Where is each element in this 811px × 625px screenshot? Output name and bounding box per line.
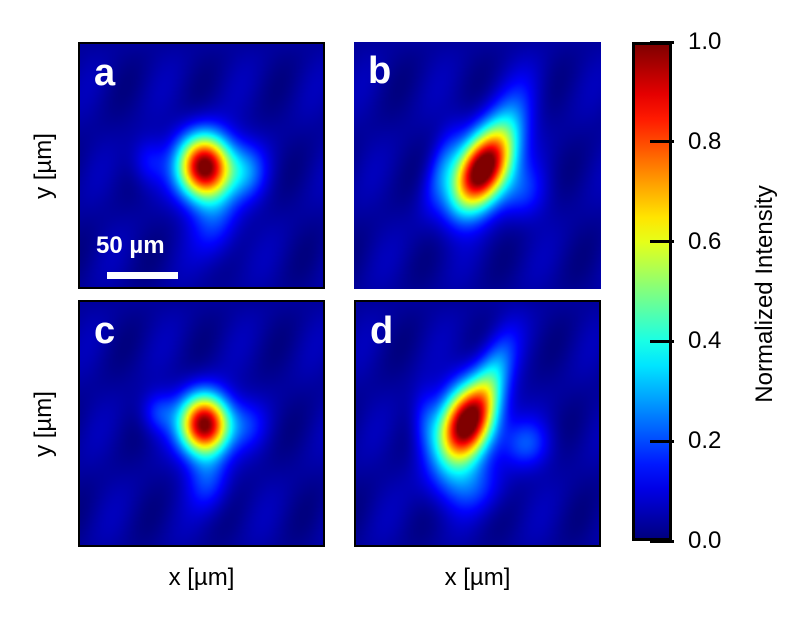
panel-label-c: c bbox=[94, 310, 116, 352]
scale-bar bbox=[107, 272, 178, 279]
heatmap-a bbox=[80, 44, 323, 287]
colorbar-tick-label: 0.0 bbox=[688, 527, 722, 554]
colorbar-tick-label: 0.8 bbox=[688, 127, 722, 155]
colorbar-tick bbox=[650, 339, 674, 343]
heatmap-b bbox=[354, 42, 601, 289]
panel-label-b: b bbox=[368, 50, 392, 92]
panel-d: d bbox=[354, 300, 601, 547]
colorbar-tick bbox=[650, 140, 674, 144]
panel-b: b bbox=[354, 42, 601, 289]
colorbar-tick-label: 0.6 bbox=[688, 227, 722, 255]
x-axis-label-left: x [µm] bbox=[168, 564, 235, 591]
y-axis-label-bottom: y [µm] bbox=[30, 391, 57, 457]
colorbar-tick-label: 1.0 bbox=[688, 28, 722, 55]
colorbar-tick-label: 0.4 bbox=[688, 327, 722, 355]
colorbar-label: Normalized Intensity bbox=[751, 185, 778, 403]
heatmap-d bbox=[356, 302, 599, 545]
heatmap-c bbox=[80, 302, 323, 545]
colorbar-tick-label: 0.2 bbox=[688, 427, 722, 455]
colorbar-tick bbox=[650, 40, 674, 44]
panel-label-d: d bbox=[370, 310, 394, 352]
y-axis-label-top: y [µm] bbox=[30, 133, 57, 199]
panel-label-a: a bbox=[94, 52, 116, 94]
x-axis-label-right: x [µm] bbox=[444, 564, 511, 591]
colorbar-tick bbox=[650, 539, 674, 543]
scale-bar-label: 50 µm bbox=[96, 232, 165, 259]
colorbar-tick bbox=[650, 240, 674, 244]
colorbar-tick bbox=[650, 439, 674, 443]
panel-c: c bbox=[78, 300, 325, 547]
panel-a: a 50 µm bbox=[78, 42, 325, 289]
colorbar bbox=[632, 42, 672, 541]
